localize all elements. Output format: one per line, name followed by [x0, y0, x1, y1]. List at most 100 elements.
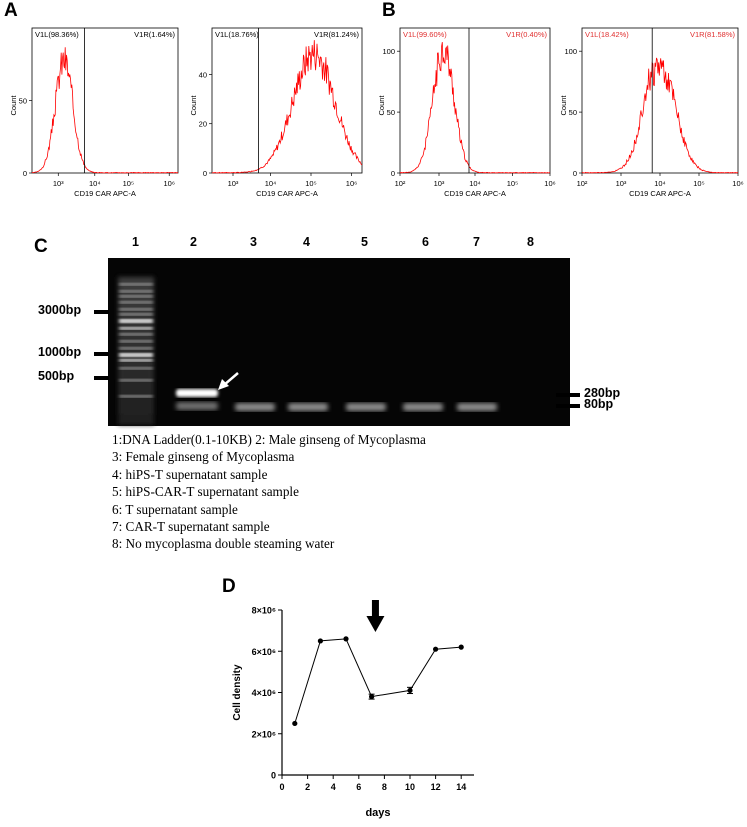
x-tick-label: 10	[405, 782, 415, 792]
ladder-band	[119, 295, 153, 298]
histogram-trace	[211, 40, 362, 174]
y-tick-label: 0	[573, 169, 577, 178]
x-tick-label: 10⁵	[305, 179, 316, 188]
gate-left-label: V1L(98.36%)	[35, 30, 79, 39]
y-tick-label: 50	[387, 108, 395, 117]
ladder-band	[119, 367, 153, 370]
lane-80bp-band	[288, 403, 328, 411]
x-tick-label: 10⁵	[693, 179, 704, 188]
arrow-head-icon	[218, 379, 229, 390]
panel-letter-b: B	[382, 0, 396, 21]
flow-histogram-b2: V1L(18.42%) V1R(81.58%) 0 50 100 10² 10³ 10⁴ 10⁵…	[559, 27, 744, 198]
panel-letter-c: C	[34, 236, 48, 257]
x-tick-label: 10⁶	[164, 179, 175, 188]
ladder-band	[119, 340, 153, 343]
y-tick-label: 50	[19, 97, 27, 106]
x-axis-label: days	[365, 807, 390, 819]
ladder-band	[119, 313, 153, 316]
lane-label: 4	[303, 235, 310, 249]
plot-frame	[581, 27, 739, 174]
size-marker-label: 3000bp	[38, 303, 82, 317]
ladder-band	[119, 347, 153, 350]
ladder-band	[119, 395, 153, 398]
size-marker-label: 500bp	[38, 369, 75, 383]
y-axis-label: Count	[189, 95, 198, 116]
gel-legend: 1:DNA Ladder(0.1-10KB) 2: Male ginseng o…	[112, 431, 532, 553]
x-tick-label: 10³	[228, 179, 239, 188]
arrow-icon	[223, 372, 239, 386]
gel-background	[108, 258, 570, 426]
x-axis-label: CD19 CAR APC-A	[74, 189, 136, 198]
x-tick-label: 0	[279, 782, 284, 792]
data-point	[369, 694, 375, 700]
legend-line: 8: No mycoplasma double steaming water	[112, 536, 335, 552]
gate-left-label: V1L(99.60%)	[403, 30, 447, 39]
x-tick-label: 10³	[53, 179, 64, 188]
gate-right-label: V1R(81.58%)	[690, 30, 736, 39]
lane-label: 7	[473, 235, 480, 249]
x-tick-label: 10⁶	[544, 179, 555, 188]
plot-frame	[399, 27, 551, 174]
data-point	[433, 646, 439, 652]
lane-label: 5	[361, 235, 368, 249]
x-tick-label: 14	[456, 782, 466, 792]
x-tick-label: 10³	[616, 179, 627, 188]
flow-histogram-a2: V1L(18.76%) V1R(81.24%) 0 20 40 10³ 10⁴ 10⁵ 10⁶ C…	[189, 27, 363, 198]
y-axis-label: Count	[9, 95, 18, 116]
ladder-band	[119, 319, 153, 323]
lane-80bp-band	[235, 403, 275, 411]
gate-left-label: V1L(18.42%)	[585, 30, 629, 39]
x-tick-label: 10²	[395, 179, 406, 188]
histogram-trace	[31, 47, 179, 174]
x-tick-label: 10⁴	[654, 179, 666, 188]
histogram-trace	[399, 42, 551, 174]
y-tick-label: 8×10⁶	[252, 606, 276, 616]
x-tick-label: 6	[356, 782, 361, 792]
ladder-band	[119, 290, 153, 293]
y-axis-label: Count	[559, 95, 568, 116]
x-axis-label: CD19 CAR APC-A	[444, 189, 506, 198]
size-marker-label: 80bp	[584, 397, 614, 411]
lane-80bp-band	[403, 403, 443, 411]
y-tick-label: 0	[391, 169, 395, 178]
ladder-band	[119, 283, 153, 286]
plot-frame	[211, 27, 363, 174]
plot-frame	[31, 27, 179, 174]
x-tick-label: 10⁶	[346, 179, 357, 188]
flow-histogram-a1: V1L(98.36%) V1R(1.64%) 0 50 10³ 10⁴ 10⁵ 10⁶ CD19…	[9, 27, 179, 198]
lane2-80bp-band	[176, 402, 218, 410]
marker-tick	[556, 404, 580, 408]
legend-line: 6: T supernatant sample	[112, 501, 238, 517]
x-tick-label: 10⁶	[732, 179, 743, 188]
marker-tick	[94, 310, 109, 314]
size-marker-label: 1000bp	[38, 345, 82, 359]
gate-left-label: V1L(18.76%)	[215, 30, 259, 39]
x-tick-label: 10⁴	[469, 179, 481, 188]
x-tick-label: 8	[382, 782, 387, 792]
arrow-down-icon	[366, 616, 385, 632]
lane-80bp-band	[346, 403, 386, 411]
ladder-band	[119, 379, 153, 382]
ladder-band	[119, 333, 153, 336]
y-tick-label: 4×10⁶	[252, 688, 276, 698]
x-tick-label: 10³	[434, 179, 445, 188]
y-tick-label: 20	[199, 120, 207, 129]
gel-image	[94, 258, 580, 426]
ladder-band	[119, 327, 153, 330]
histogram-trace	[581, 57, 738, 174]
data-point	[407, 687, 413, 694]
lane-label: 1	[132, 235, 139, 249]
y-tick-label: 100	[382, 47, 395, 56]
lane-label: 3	[250, 235, 257, 249]
y-axis-label: Count	[377, 95, 386, 116]
size-marker-label: 280bp	[584, 386, 621, 400]
cell-density-chart: 0 2×10⁶ 4×10⁶ 6×10⁶ 8×10⁶ 0 2 4 6 8 10 12 14 days Cell…	[232, 600, 474, 819]
gate-right-label: V1R(81.24%)	[314, 30, 360, 39]
y-tick-label: 0	[23, 169, 27, 178]
ladder-band	[119, 359, 153, 362]
y-axis-label: Cell density	[232, 664, 243, 721]
ladder-band	[119, 308, 153, 311]
marker-tick	[556, 393, 580, 397]
y-tick-label: 2×10⁶	[252, 729, 276, 739]
panel-letter-d: D	[222, 576, 236, 597]
